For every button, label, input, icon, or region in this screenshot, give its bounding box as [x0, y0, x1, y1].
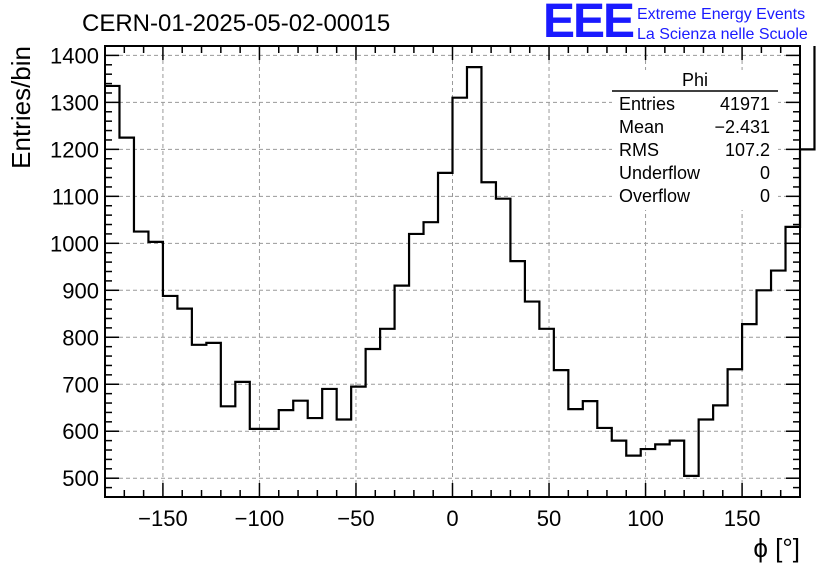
- stats-label: Entries: [619, 94, 675, 114]
- stats-value: 41971: [720, 94, 770, 114]
- x-tick-label: 0: [446, 506, 458, 531]
- y-tick-label: 600: [62, 419, 99, 444]
- stats-label: Overflow: [619, 186, 691, 206]
- x-tick-label: −150: [138, 506, 188, 531]
- stats-value: 0: [760, 186, 770, 206]
- y-tick-label: 1200: [50, 137, 99, 162]
- stats-title: Phi: [682, 70, 708, 90]
- stats-label: Mean: [619, 117, 664, 137]
- stats-value: 107.2: [725, 140, 770, 160]
- x-tick-label: 100: [627, 506, 664, 531]
- y-tick-label: 1000: [50, 231, 99, 256]
- x-tick-label: 150: [724, 506, 761, 531]
- x-tick-label: −50: [337, 506, 374, 531]
- y-tick-label: 1300: [50, 90, 99, 115]
- y-tick-label: 800: [62, 325, 99, 350]
- page-title: CERN-01-2025-05-02-00015: [82, 10, 391, 37]
- x-tick-label: 50: [537, 506, 561, 531]
- logo-mark: EEE: [543, 0, 635, 48]
- logo-line-2: La Scienza nelle Scuole: [637, 26, 808, 43]
- axis-ticks: [104, 45, 801, 497]
- eee-logo: EEE Extreme Energy Events La Scienza nel…: [543, 0, 833, 48]
- y-axis-title: Entries/bin: [6, 46, 36, 169]
- y-tick-label: 900: [62, 278, 99, 303]
- x-tick-label: −100: [235, 506, 285, 531]
- logo-line-1: Extreme Energy Events: [637, 6, 806, 23]
- y-tick-label: 1100: [52, 184, 99, 209]
- stats-label: RMS: [619, 140, 659, 160]
- y-tick-label: 1400: [50, 43, 99, 68]
- histogram-step-line: [105, 46, 816, 477]
- y-tick-label: 500: [62, 466, 99, 491]
- tick-labels: −150 −100 −50 0 50 100 150 500 600 700 800 900 1000 1…: [50, 43, 760, 531]
- stats-label: Underflow: [619, 163, 701, 183]
- x-axis-title: ϕ [°]: [753, 533, 800, 563]
- stats-value: −2.431: [714, 117, 770, 137]
- stats-box: Phi Entries 41971 Mean −2.431 RMS 107.2 Underf…: [612, 70, 778, 210]
- stats-value: 0: [760, 163, 770, 183]
- y-tick-label: 700: [62, 372, 99, 397]
